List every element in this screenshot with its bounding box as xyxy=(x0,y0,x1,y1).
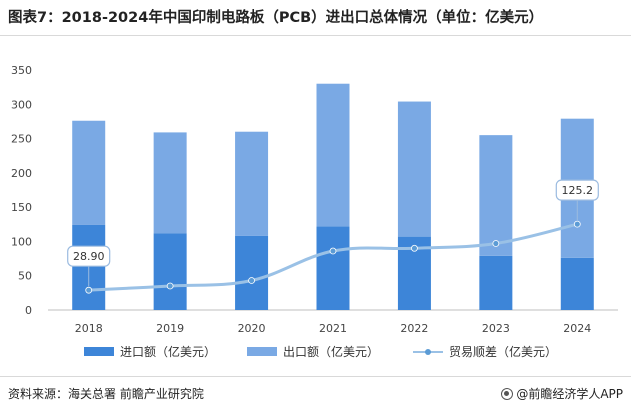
source-note: 资料来源：海关总署 前瞻产业研究院 xyxy=(8,387,204,401)
x-tick-label-2020: 2020 xyxy=(238,322,266,335)
x-tick-label-2022: 2022 xyxy=(400,322,428,335)
chart-title: 图表7：2018-2024年中国印制电路板（PCB）进出口总体情况（单位：亿美元… xyxy=(8,10,544,26)
marker-surplus-2020 xyxy=(248,277,255,284)
chart-legend: 进口额（亿美元） 出口额（亿美元） 贸易顺差（亿美元） xyxy=(0,343,631,363)
legend-item-import[interactable]: 进口额（亿美元） xyxy=(84,343,216,360)
y-tick-label-200: 200 xyxy=(11,167,32,180)
y-tick-label-100: 100 xyxy=(11,235,32,248)
y-tick-label-350: 350 xyxy=(11,64,32,77)
title-divider xyxy=(0,35,631,36)
bar-export-2018 xyxy=(72,120,106,225)
bar-export-2022 xyxy=(397,101,431,237)
x-tick-label-2019: 2019 xyxy=(156,322,184,335)
legend-item-export[interactable]: 出口额（亿美元） xyxy=(247,343,379,360)
y-tick-label-250: 250 xyxy=(11,133,32,146)
legend-swatch-import xyxy=(84,347,114,356)
bar-import-2021 xyxy=(316,226,350,310)
brand-logo-icon xyxy=(501,387,514,400)
bar-import-2024 xyxy=(560,257,594,310)
legend-label-export: 出口额（亿美元） xyxy=(283,345,380,359)
marker-surplus-2023 xyxy=(492,240,500,247)
y-tick-label-50: 50 xyxy=(18,270,32,283)
brand-text: @前瞻经济学人APP xyxy=(516,387,623,401)
footer-divider xyxy=(0,376,631,377)
x-tick-label-2021: 2021 xyxy=(319,322,347,335)
marker-surplus-2019 xyxy=(166,282,174,290)
x-tick-label-2018: 2018 xyxy=(75,322,103,335)
y-tick-label-150: 150 xyxy=(11,201,32,214)
marker-surplus-2018 xyxy=(85,286,93,294)
legend-swatch-surplus xyxy=(413,346,443,358)
bar-import-2020 xyxy=(235,235,269,310)
x-tick-label-2023: 2023 xyxy=(482,322,510,335)
marker-surplus-2021 xyxy=(329,247,337,255)
bar-export-2019 xyxy=(153,132,187,234)
legend-item-surplus[interactable]: 贸易顺差（亿美元） xyxy=(413,343,557,360)
bar-import-2023 xyxy=(479,255,513,310)
legend-label-surplus: 贸易顺差（亿美元） xyxy=(449,345,558,359)
bar-import-2019 xyxy=(153,233,187,310)
bar-export-2023 xyxy=(479,135,513,256)
marker-surplus-2024 xyxy=(573,220,581,228)
y-tick-label-0: 0 xyxy=(25,304,32,317)
data-label-2018: 28.90 xyxy=(73,250,105,263)
brand-credit: @前瞻经济学人APP xyxy=(501,385,623,402)
data-label-2024: 125.2 xyxy=(562,184,594,197)
bar-export-2020 xyxy=(235,131,269,236)
legend-swatch-export xyxy=(247,347,277,356)
y-tick-label-300: 300 xyxy=(11,98,32,111)
x-tick-label-2024: 2024 xyxy=(563,322,591,335)
legend-label-import: 进口额（亿美元） xyxy=(120,345,217,359)
marker-surplus-2022 xyxy=(411,244,418,252)
bar-export-2021 xyxy=(316,83,350,227)
